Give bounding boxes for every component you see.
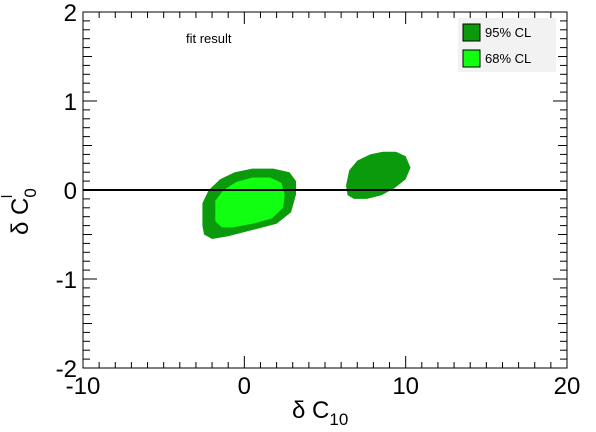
x-axis-title: δ C10 [292,397,348,429]
y-axis-title: δ C0l [0,188,40,235]
axis-ticks [82,11,568,369]
y-tick-label: 2 [64,0,77,27]
legend-swatch-95cl [462,23,481,42]
region-95cl-1 [346,151,411,199]
y-tick-label: 1 [64,89,77,116]
fit-result-annotation: fit result [186,31,232,46]
x-tick-label: 0 [238,373,251,400]
y-tick-label: 0 [64,178,77,205]
x-tick-label: 20 [554,373,581,400]
x-tick-label: 10 [392,373,419,400]
y-tick-label: -1 [56,267,77,294]
confidence-regions [202,151,411,239]
plot-frame [82,11,568,369]
legend-label-68cl: 68% CL [485,51,531,66]
legend-swatch-68cl [462,49,481,68]
legend-label-95cl: 95% CL [485,25,531,40]
x-tick-label: -10 [66,373,101,400]
legend: 95% CL 68% CL [458,18,556,72]
y-tick-label: -2 [56,356,77,383]
svg-text:δ C0l: δ C0l [0,188,40,235]
